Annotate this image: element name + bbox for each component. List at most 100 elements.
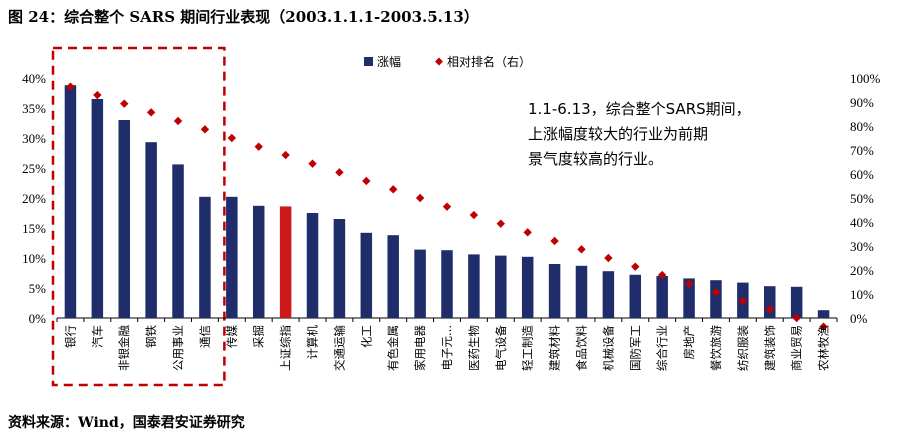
category-label: 综合行业 (655, 325, 669, 371)
category-label: 医药生物 (467, 325, 481, 371)
bar (764, 286, 776, 318)
rank-marker (308, 159, 317, 168)
bar (91, 99, 104, 318)
axes-layer (56, 317, 838, 322)
category-label: 非银金融 (117, 325, 131, 371)
bar (172, 164, 184, 318)
bar (817, 310, 830, 318)
bar (710, 280, 722, 318)
category-label: 上证综指 (279, 325, 293, 371)
figure-source: 资料来源：Wind，国泰君安证券研究 (8, 415, 245, 431)
category-label: 建筑装饰 (763, 325, 777, 371)
category-label: 传媒 (225, 325, 239, 348)
rank-marker (227, 133, 237, 143)
category-label: 建筑材料 (548, 325, 562, 371)
rank-marker (335, 168, 344, 177)
category-label: 钢铁 (144, 325, 158, 348)
rank-marker (362, 176, 371, 186)
rank-marker (93, 90, 102, 100)
legend: 涨幅 相对排名（右） (364, 54, 531, 69)
bar (145, 142, 157, 318)
highlight-dashed-box (51, 46, 226, 387)
rank-marker (792, 313, 801, 323)
rank-marker (496, 219, 505, 228)
category-label: 银行 (63, 325, 77, 348)
rank-marker (281, 150, 290, 160)
category-label: 餐饮旅游 (709, 325, 723, 371)
left-axis-tick-label: 25% (22, 161, 46, 176)
left-axis-tick-label: 40% (22, 71, 46, 86)
category-label: 有色金属 (386, 325, 400, 371)
right-axis-tick-label: 0% (850, 311, 868, 326)
bar (521, 256, 534, 318)
figure-title: 图 24：综合整个 SARS 期间行业表现（2003.1.1.1-2003.5.… (8, 8, 479, 26)
bar (441, 250, 453, 318)
category-label: 家用电器 (413, 325, 427, 371)
category-label: 机械设备 (601, 325, 615, 371)
annotation: 1.1-6.13，综合整个SARS期间， 上涨幅度较大的行业为前期景气度较高的行业… (528, 100, 751, 168)
bar (683, 278, 695, 318)
rank-marker (66, 82, 75, 91)
bar (387, 235, 399, 318)
labels-layer: 0% 5% 10% 15% 20% 25% 30% 35% 40% 0% 10% 20% 30% 40% 5… (22, 71, 880, 371)
right-axis-tick-label: 40% (850, 215, 874, 230)
bar (790, 286, 803, 318)
category-label: 电气设备 (494, 325, 508, 371)
left-axis-tick-label: 5% (29, 281, 47, 296)
rank-marker (146, 108, 156, 117)
right-axis-tick-label: 90% (850, 95, 874, 110)
bar (360, 232, 373, 318)
category-label: 交通运输 (332, 325, 346, 371)
category-label: 电子元... (440, 325, 454, 370)
category-label: 商业贸易 (790, 325, 804, 371)
legend-swatch-marker (435, 57, 443, 66)
category-label: 纺织服装 (736, 325, 750, 371)
rank-marker (604, 253, 613, 263)
left-axis-tick-label: 35% (22, 101, 46, 116)
right-axis-tick-label: 100% (850, 71, 881, 86)
rank-marker (442, 202, 452, 211)
rank-marker (389, 185, 398, 194)
rank-marker (765, 305, 774, 314)
category-label: 采掘 (252, 325, 266, 348)
right-axis-tick-label: 10% (850, 287, 874, 302)
bar (333, 219, 346, 318)
legend-swatch-bar (364, 57, 373, 66)
bar (199, 196, 211, 318)
rank-marker (657, 270, 667, 280)
right-axis-tick-label: 60% (850, 167, 874, 182)
bar (226, 196, 238, 318)
rank-marker (200, 125, 210, 134)
rank-marker (469, 210, 479, 220)
right-axis-tick-label: 20% (850, 263, 874, 278)
rank-marker (120, 99, 129, 108)
bar (468, 254, 480, 318)
rank-marker (819, 322, 828, 331)
left-axis-tick-label: 20% (22, 191, 46, 206)
left-axis-tick-label: 10% (22, 251, 46, 266)
left-axis-tick-label: 30% (22, 131, 46, 146)
rank-marker (550, 236, 559, 246)
bar (602, 271, 615, 318)
annotation-line: 景气度较高的行业。 (528, 150, 663, 168)
markers-layer (66, 82, 828, 331)
rank-marker (523, 228, 532, 237)
bar (414, 249, 426, 318)
bar (279, 206, 292, 318)
category-label: 化工 (359, 325, 373, 348)
bar (548, 264, 561, 318)
rank-marker (631, 262, 640, 271)
legend-label-bar: 涨幅 (377, 54, 401, 69)
highlight-box-layer (51, 46, 226, 387)
rank-marker (173, 116, 183, 126)
right-axis-tick-label: 30% (850, 239, 874, 254)
annotation-line: 上涨幅度较大的行业为前期 (528, 125, 708, 143)
rank-marker (577, 245, 586, 254)
bar (629, 274, 642, 318)
rank-marker (684, 279, 694, 288)
category-label: 计算机 (306, 325, 320, 360)
bar (306, 213, 319, 318)
rank-marker (711, 288, 721, 297)
category-label: 国防军工 (628, 325, 642, 371)
rank-marker (738, 296, 748, 306)
